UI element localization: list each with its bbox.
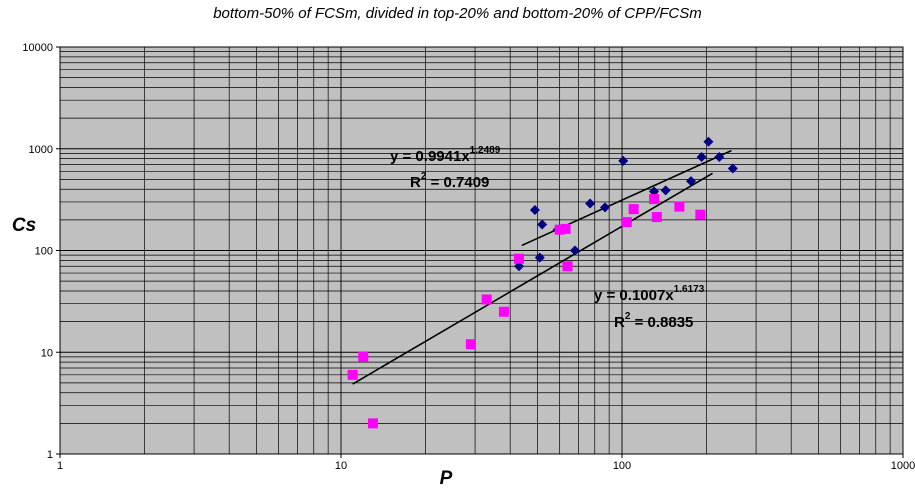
square-point (348, 370, 358, 380)
square-point (368, 418, 378, 428)
square-point (466, 339, 476, 349)
y-axis-label: Cs (12, 215, 36, 236)
x-tick-label: 1000 (891, 460, 915, 472)
square-point (674, 202, 684, 212)
square-point (652, 212, 662, 222)
square-point (695, 210, 705, 220)
square-point (499, 307, 509, 317)
x-axis-label: P (440, 468, 453, 489)
x-tick-label: 10 (335, 460, 347, 472)
square-point (514, 254, 524, 264)
y-tick-label: 1000 (29, 144, 53, 156)
square-point (482, 294, 492, 304)
square-point (622, 217, 632, 227)
x-tick-label: 1 (57, 460, 63, 472)
y-tick-label: 10 (41, 347, 53, 359)
square-point (649, 194, 659, 204)
y-tick-label: 100 (35, 246, 53, 258)
square-point (563, 261, 573, 271)
x-axis-ticks: 1 10 100 1000 (57, 454, 915, 472)
square-point (561, 224, 571, 234)
y-tick-label: 1 (47, 449, 53, 461)
y-tick-label: 10000 (22, 42, 53, 54)
x-tick-label: 100 (613, 460, 631, 472)
y-axis-ticks: 1 10 100 1000 10000 (22, 42, 60, 461)
square-point (629, 204, 639, 214)
square-point (358, 352, 368, 362)
